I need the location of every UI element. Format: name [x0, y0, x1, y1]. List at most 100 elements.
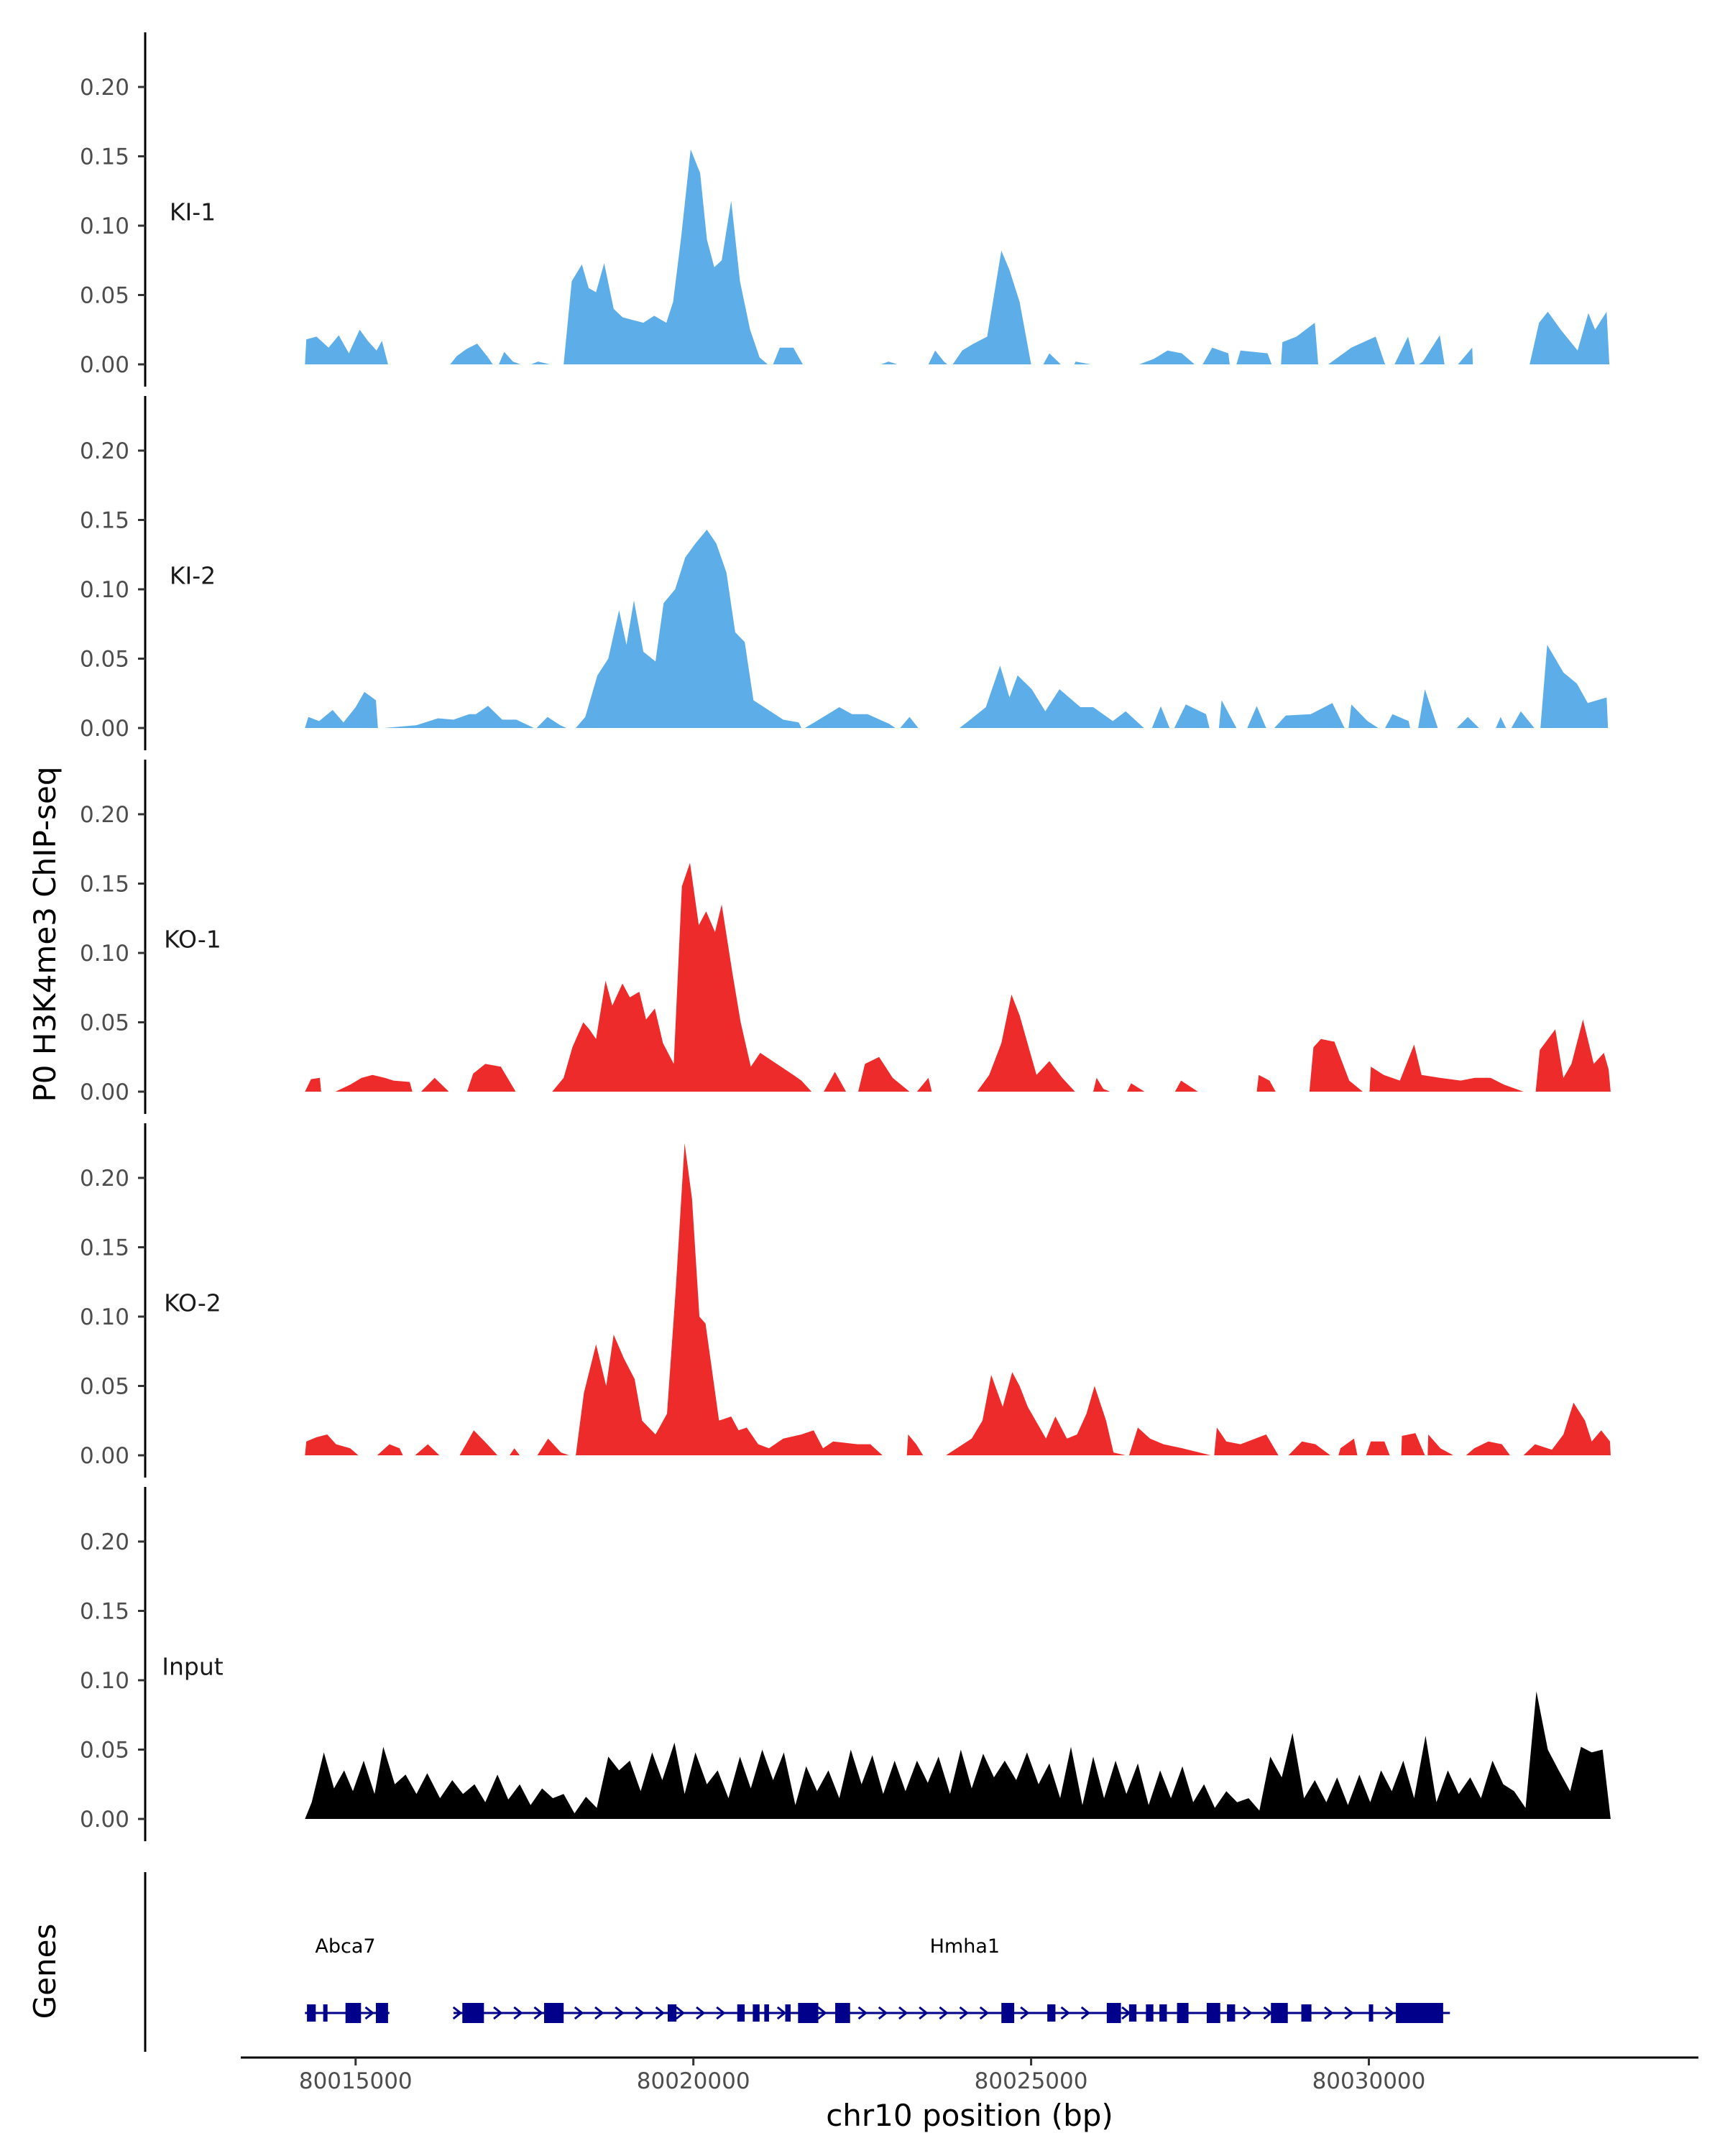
- gene-hmha1: Hmha1: [452, 1935, 1450, 2023]
- exon: [1146, 2004, 1154, 2022]
- gene-label: Hmha1: [930, 1935, 1000, 1958]
- strand-arrow: [878, 2006, 888, 2020]
- signal-area: [1236, 350, 1272, 364]
- strand-arrow: [1344, 2006, 1354, 2020]
- signal-area: [564, 149, 768, 364]
- signal-area: [415, 1444, 440, 1455]
- strand-arrow: [898, 2006, 908, 2020]
- y-tick-label: 0.10: [80, 1304, 129, 1330]
- strand-arrow: [959, 2006, 969, 2020]
- signal-area: [552, 862, 812, 1092]
- exon: [667, 2004, 677, 2022]
- signal-area: [420, 1077, 449, 1092]
- signal-area: [1128, 1427, 1211, 1455]
- signal-area: [946, 1372, 1126, 1455]
- track-input: 0.00 0.05 0.10 0.15 0.20 Input: [80, 1487, 1611, 1841]
- signal-area: [1214, 1427, 1279, 1455]
- y-tick-label: 0.05: [80, 1010, 129, 1036]
- signal-area: [1418, 689, 1438, 728]
- signal-area: [305, 1691, 1611, 1819]
- y-tick-label: 0.05: [80, 283, 129, 309]
- signal-area: [1281, 323, 1318, 364]
- track-ko-1: 0.00 0.05 0.10 0.15 0.20 KO-1: [80, 760, 1611, 1114]
- exon: [543, 2003, 564, 2023]
- signal-area: [1247, 706, 1266, 728]
- signal-area: [576, 530, 801, 728]
- signal-area: [1093, 1077, 1110, 1092]
- exon: [1227, 2004, 1236, 2022]
- signal-area: [977, 994, 1075, 1092]
- signal-area: [1496, 717, 1506, 728]
- strand-arrow: [452, 2006, 463, 2020]
- y-tick-label: 0.15: [80, 1599, 129, 1625]
- signal-area: [1369, 1044, 1524, 1092]
- exon: [737, 2004, 745, 2022]
- gene-label: Abca7: [315, 1935, 375, 1958]
- strand-arrow: [1060, 2006, 1070, 2020]
- strand-arrow: [1384, 2006, 1395, 2020]
- signal-area: [531, 361, 551, 364]
- track-label: KI-2: [170, 562, 216, 590]
- signal-area: [928, 350, 947, 364]
- y-tick-label: 0.00: [80, 352, 129, 378]
- signal-area: [305, 691, 378, 728]
- signal-area: [1523, 1402, 1611, 1455]
- signal-area: [510, 1448, 520, 1455]
- strand-arrow: [776, 2006, 787, 2020]
- exon: [307, 2004, 316, 2022]
- y-tick-label: 0.15: [80, 508, 129, 534]
- exon: [1301, 2004, 1312, 2022]
- genes-track-title: Genes: [27, 1924, 63, 2019]
- track-label: Input: [162, 1653, 224, 1681]
- strand-arrow: [817, 2006, 827, 2020]
- x-axis-title: chr10 position (bp): [826, 2098, 1113, 2133]
- signal-area: [499, 351, 521, 364]
- strand-arrow: [615, 2006, 625, 2020]
- exon: [1271, 2003, 1288, 2023]
- signal-area: [1348, 704, 1379, 728]
- signal-area: [1466, 1441, 1510, 1455]
- y-tick-label: 0.20: [80, 802, 129, 828]
- x-axis: 80015000 80020000 80025000 80030000: [241, 2056, 1698, 2094]
- signal-area: [1309, 1038, 1363, 1092]
- y-tick-label: 0.05: [80, 1374, 129, 1400]
- signal-area: [952, 250, 1031, 364]
- strand-arrow: [1080, 2006, 1091, 2020]
- strand-arrow: [364, 2006, 374, 2020]
- gene-track: Abca7 Hmha1: [144, 1872, 1450, 2052]
- exon: [1368, 2004, 1374, 2022]
- signal-area: [1074, 361, 1091, 364]
- signal-area: [916, 1077, 932, 1092]
- strand-arrow: [675, 2006, 686, 2020]
- exon: [1206, 2003, 1220, 2023]
- x-tick-label: 80025000: [975, 2068, 1088, 2094]
- y-tick-label: 0.00: [80, 1443, 129, 1469]
- signal-area: [1256, 1074, 1276, 1092]
- y-tick-label: 0.20: [80, 1529, 129, 1555]
- y-tick-label: 0.00: [80, 1807, 129, 1833]
- signal-area: [824, 1072, 847, 1092]
- signal-area: [377, 1444, 403, 1455]
- strand-arrow: [1324, 2006, 1334, 2020]
- signal-area: [1540, 645, 1609, 728]
- signal-area: [1151, 706, 1170, 728]
- signal-area: [466, 1064, 516, 1092]
- exon: [375, 2003, 388, 2023]
- signal-area: [1456, 717, 1479, 728]
- signal-area: [1174, 704, 1210, 728]
- strand-arrow: [716, 2006, 726, 2020]
- y-tick-label: 0.10: [80, 941, 129, 967]
- signal-area: [305, 329, 388, 364]
- x-tick-label: 80020000: [637, 2068, 750, 2094]
- y-tick-label: 0.10: [80, 1668, 129, 1694]
- signal-area: [459, 1430, 498, 1455]
- signal-area: [305, 1434, 359, 1455]
- y-axis-title: P0 H3K4me3 ChIP-seq: [27, 766, 63, 1102]
- y-tick-label: 0.20: [80, 438, 129, 464]
- strand-arrow: [533, 2006, 543, 2020]
- signal-area: [1427, 1434, 1453, 1455]
- exon: [785, 2004, 791, 2022]
- signal-area: [1218, 700, 1237, 728]
- signal-area: [1394, 336, 1415, 364]
